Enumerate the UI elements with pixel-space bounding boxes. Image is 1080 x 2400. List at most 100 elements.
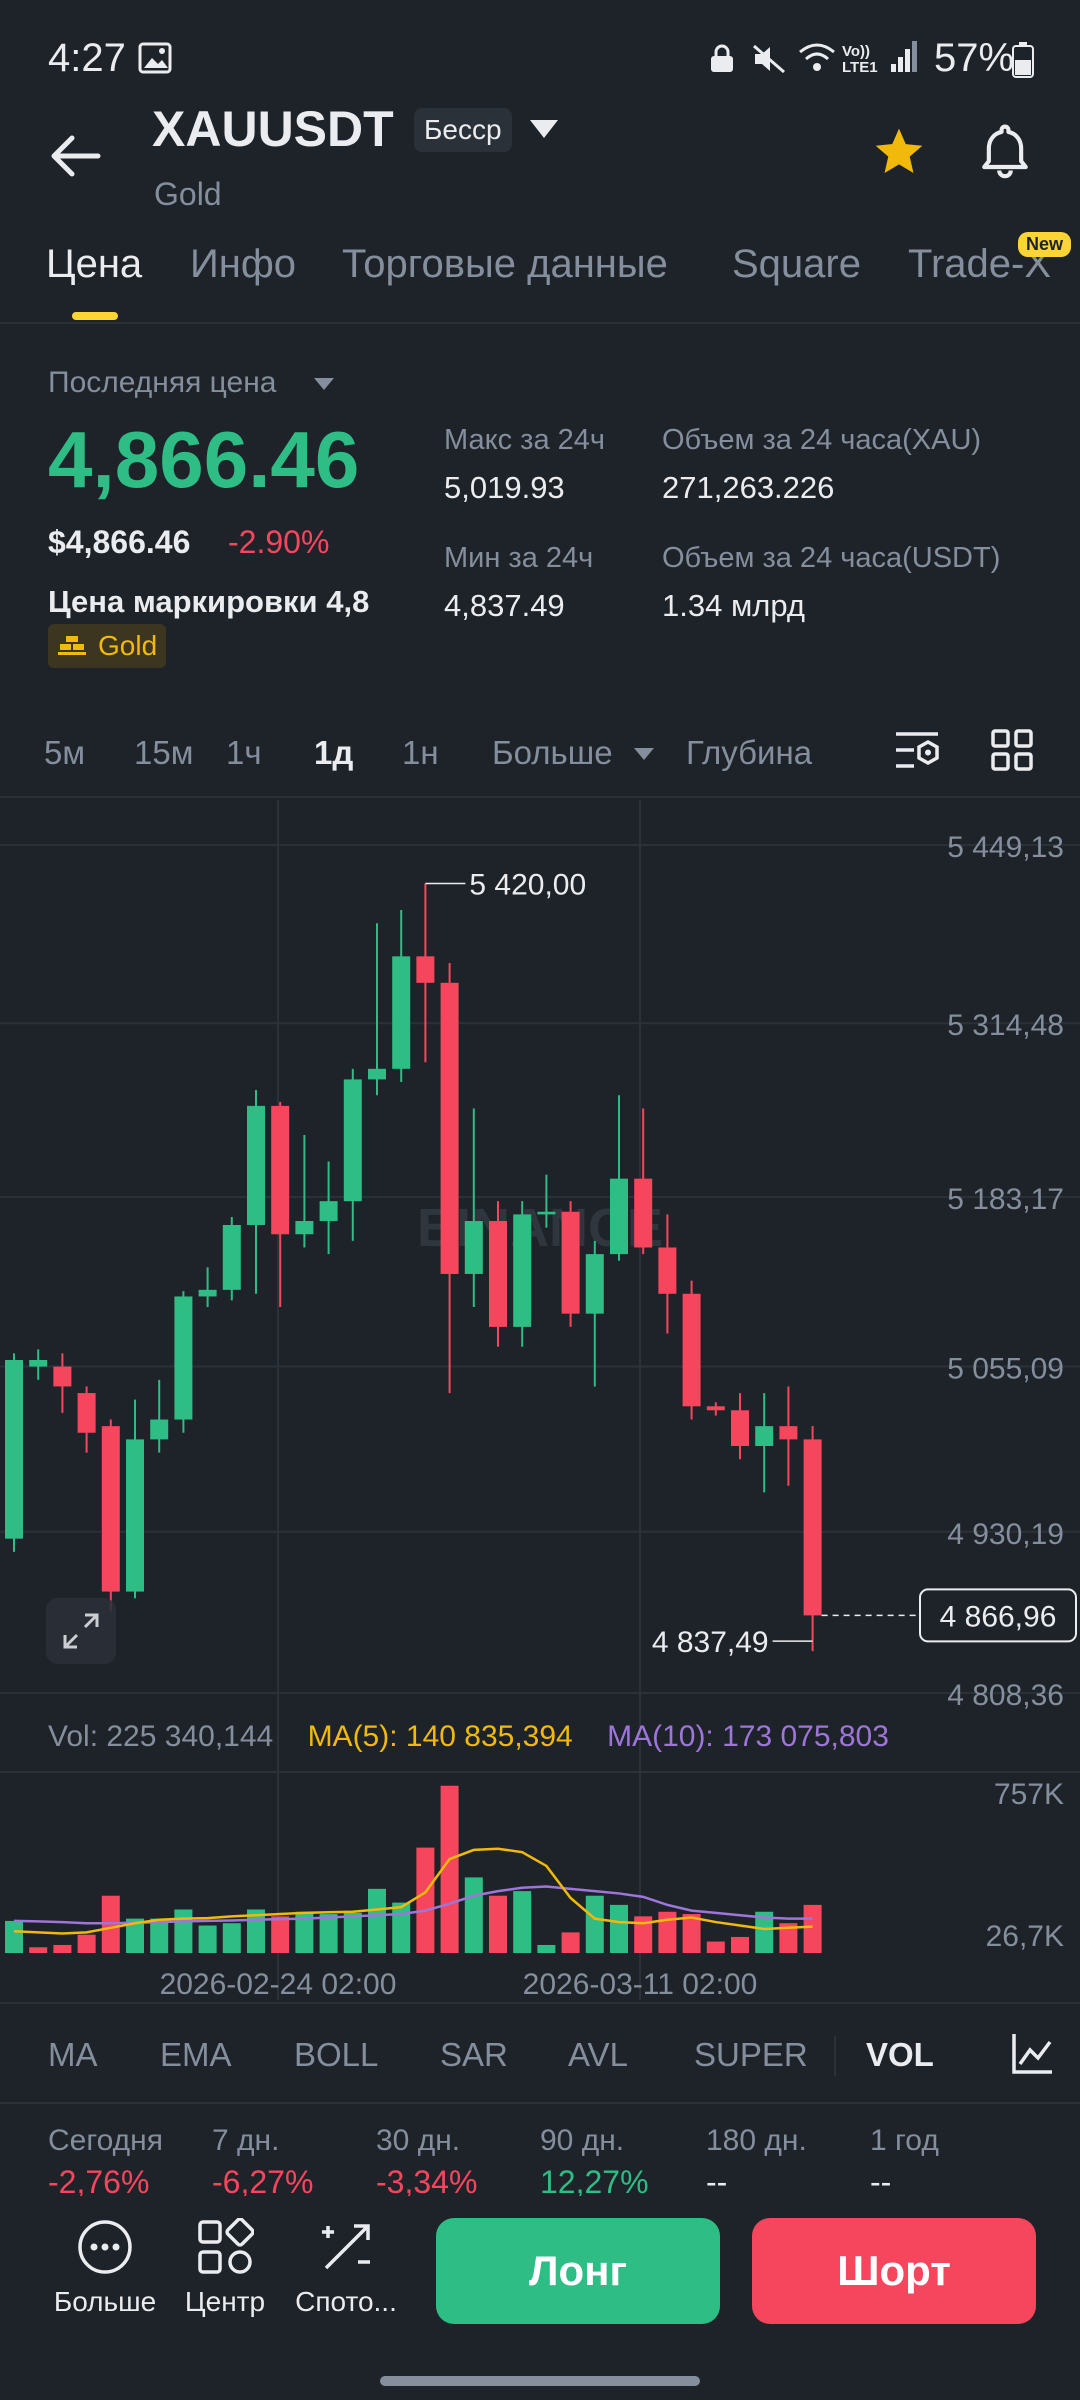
indicator-avl[interactable]: AVL xyxy=(568,2036,628,2073)
volume-bar xyxy=(174,1909,193,1953)
volte-label: Vo)) LTE1 xyxy=(842,43,878,76)
indicator-ema[interactable]: EMA xyxy=(160,2036,232,2073)
tabs-divider xyxy=(0,322,1080,324)
expand-chart-button[interactable] xyxy=(46,1598,116,1664)
x-tick-label: 2026-02-24 02:00 xyxy=(160,1968,397,2001)
candle-body xyxy=(77,1393,96,1433)
tab-square[interactable]: Square xyxy=(732,242,861,286)
symbol-title[interactable]: XAUUSDT xyxy=(152,101,394,157)
candle-body xyxy=(343,1079,362,1202)
candle-body xyxy=(658,1247,677,1294)
spot-label: Спото... xyxy=(295,2286,397,2317)
short-button[interactable]: Шорт xyxy=(752,2218,1036,2324)
volume-bar xyxy=(513,1891,532,1953)
volume-bar xyxy=(706,1941,725,1953)
candle-body xyxy=(29,1359,48,1367)
contract-type-badge: Бесср xyxy=(414,108,512,152)
indicator-settings-button[interactable] xyxy=(1010,2030,1056,2081)
volume-bar xyxy=(803,1904,822,1953)
candle-body xyxy=(5,1359,23,1539)
candle-body xyxy=(174,1296,193,1420)
indicator-sar[interactable]: SAR xyxy=(440,2036,508,2073)
high-price-marker: 5 420,00 xyxy=(469,869,586,902)
ma10-label: MA(10): 173 075,803 xyxy=(607,1720,889,1753)
candle-body xyxy=(803,1439,822,1616)
candle-body xyxy=(489,1221,507,1327)
last-price-dropdown-icon[interactable] xyxy=(312,376,336,397)
y-tick-label: 4 808,36 xyxy=(947,1679,1064,1712)
mute-icon xyxy=(752,44,786,79)
tf-1w[interactable]: 1н xyxy=(402,734,439,771)
perf-90d-value: 12,27% xyxy=(540,2164,649,2200)
tab-info[interactable]: Инфо xyxy=(190,242,296,286)
high-24h-value: 5,019.93 xyxy=(444,470,565,505)
lock-status-icon xyxy=(708,44,736,79)
perf-1y-label: 1 год xyxy=(870,2124,939,2157)
volume-bar xyxy=(198,1925,217,1953)
alert-bell-button[interactable] xyxy=(976,122,1034,187)
tf-more[interactable]: Больше xyxy=(492,734,613,771)
symbol-dropdown-icon[interactable] xyxy=(528,118,560,145)
tab-price[interactable]: Цена xyxy=(46,242,143,286)
candle-body xyxy=(319,1201,338,1222)
perf-90d-label: 90 дн. xyxy=(540,2124,625,2157)
tf-1d[interactable]: 1д xyxy=(314,734,354,771)
indicator-boll[interactable]: BOLL xyxy=(294,2036,379,2073)
perf-1y-value: -- xyxy=(870,2164,892,2200)
volume-bar xyxy=(343,1912,362,1953)
vol-usdt-label: Объем за 24 часа(USDT) xyxy=(662,542,1001,574)
low-24h-label: Мин за 24ч xyxy=(444,542,594,574)
usd-price: $4,866.46 xyxy=(48,524,191,560)
tf-more-dropdown-icon[interactable] xyxy=(632,746,656,767)
timeframe-divider xyxy=(0,796,1080,798)
current-price-box xyxy=(919,1588,1077,1643)
volume-bar xyxy=(271,1916,290,1953)
candle-body xyxy=(731,1410,749,1446)
candle-body xyxy=(706,1406,725,1411)
candle-body xyxy=(198,1289,217,1297)
center-button[interactable]: Центр xyxy=(168,2218,282,2338)
volume-bar xyxy=(634,1916,653,1953)
more-button[interactable]: Больше xyxy=(40,2218,170,2338)
last-price-label[interactable]: Последняя цена xyxy=(48,366,277,399)
center-label: Центр xyxy=(184,2286,266,2317)
spot-button[interactable]: Спото... xyxy=(284,2218,408,2338)
indicator-chart-icon xyxy=(1012,2034,1052,2074)
candle-body xyxy=(682,1293,701,1407)
back-arrow-icon xyxy=(51,135,101,177)
tf-depth[interactable]: Глубина xyxy=(686,734,813,771)
candle-body xyxy=(126,1439,144,1592)
layout-grid-button[interactable] xyxy=(990,728,1034,777)
favorite-star-button[interactable] xyxy=(870,124,928,185)
gold-tag[interactable]: Gold xyxy=(48,624,166,668)
candle-body xyxy=(368,1068,386,1080)
gold-tag-label: Gold xyxy=(98,630,158,661)
indicator-divider xyxy=(0,2102,1080,2104)
tf-15m[interactable]: 15м xyxy=(134,734,194,771)
symbol-subtitle: Gold xyxy=(154,176,222,212)
chart-settings-button[interactable] xyxy=(894,728,942,779)
x-tick-label: 2026-03-11 02:00 xyxy=(523,1968,758,2001)
volume-bar xyxy=(731,1936,749,1953)
candle-body xyxy=(271,1105,290,1235)
tf-1h[interactable]: 1ч xyxy=(226,734,262,771)
signal-icon xyxy=(890,40,918,79)
vol-xau-value: 271,263.226 xyxy=(662,470,835,505)
candle-body xyxy=(561,1211,580,1314)
ma5-line xyxy=(13,1847,813,1935)
low-price-marker: 4 837,49 xyxy=(652,1626,769,1659)
tab-trading-data[interactable]: Торговые данные xyxy=(342,242,668,286)
back-button[interactable] xyxy=(48,128,104,184)
battery-icon xyxy=(1012,42,1034,83)
indicator-ma[interactable]: MA xyxy=(48,2036,98,2073)
long-button[interactable]: Лонг xyxy=(436,2218,720,2324)
volume-bar xyxy=(561,1932,580,1953)
tf-5m[interactable]: 5м xyxy=(44,734,86,771)
volume-bar xyxy=(658,1911,677,1953)
indicator-vol[interactable]: VOL xyxy=(866,2036,934,2073)
mark-price-title: Цена маркировки xyxy=(48,584,318,619)
indicator-super[interactable]: SUPER xyxy=(694,2036,808,2073)
candle-body xyxy=(513,1214,532,1327)
candle-body xyxy=(755,1426,774,1446)
